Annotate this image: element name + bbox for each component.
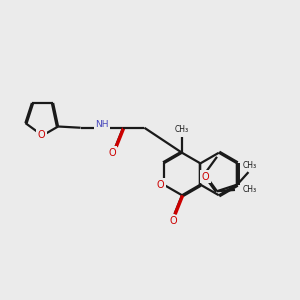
- Text: O: O: [157, 180, 164, 190]
- Text: O: O: [38, 130, 45, 140]
- Text: O: O: [169, 217, 177, 226]
- Text: O: O: [108, 148, 116, 158]
- Text: CH₃: CH₃: [243, 160, 257, 169]
- Text: O: O: [202, 172, 210, 182]
- Text: CH₃: CH₃: [243, 185, 257, 194]
- Text: CH₃: CH₃: [175, 125, 189, 134]
- Text: NH: NH: [95, 120, 109, 129]
